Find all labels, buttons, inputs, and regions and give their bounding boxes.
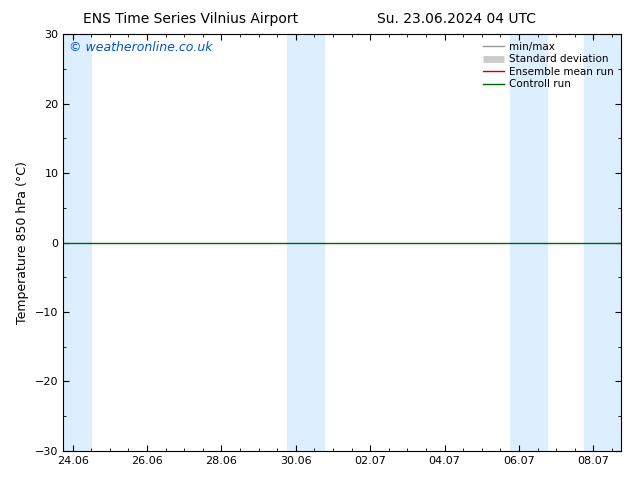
Bar xyxy=(287,34,324,451)
Legend: min/max, Standard deviation, Ensemble mean run, Controll run: min/max, Standard deviation, Ensemble me… xyxy=(481,40,616,92)
Bar xyxy=(63,34,91,451)
Text: ENS Time Series Vilnius Airport: ENS Time Series Vilnius Airport xyxy=(82,12,298,26)
Bar xyxy=(584,34,621,451)
Bar xyxy=(510,34,547,451)
Text: © weatheronline.co.uk: © weatheronline.co.uk xyxy=(69,41,212,53)
Y-axis label: Temperature 850 hPa (°C): Temperature 850 hPa (°C) xyxy=(16,161,30,324)
Text: Su. 23.06.2024 04 UTC: Su. 23.06.2024 04 UTC xyxy=(377,12,536,26)
